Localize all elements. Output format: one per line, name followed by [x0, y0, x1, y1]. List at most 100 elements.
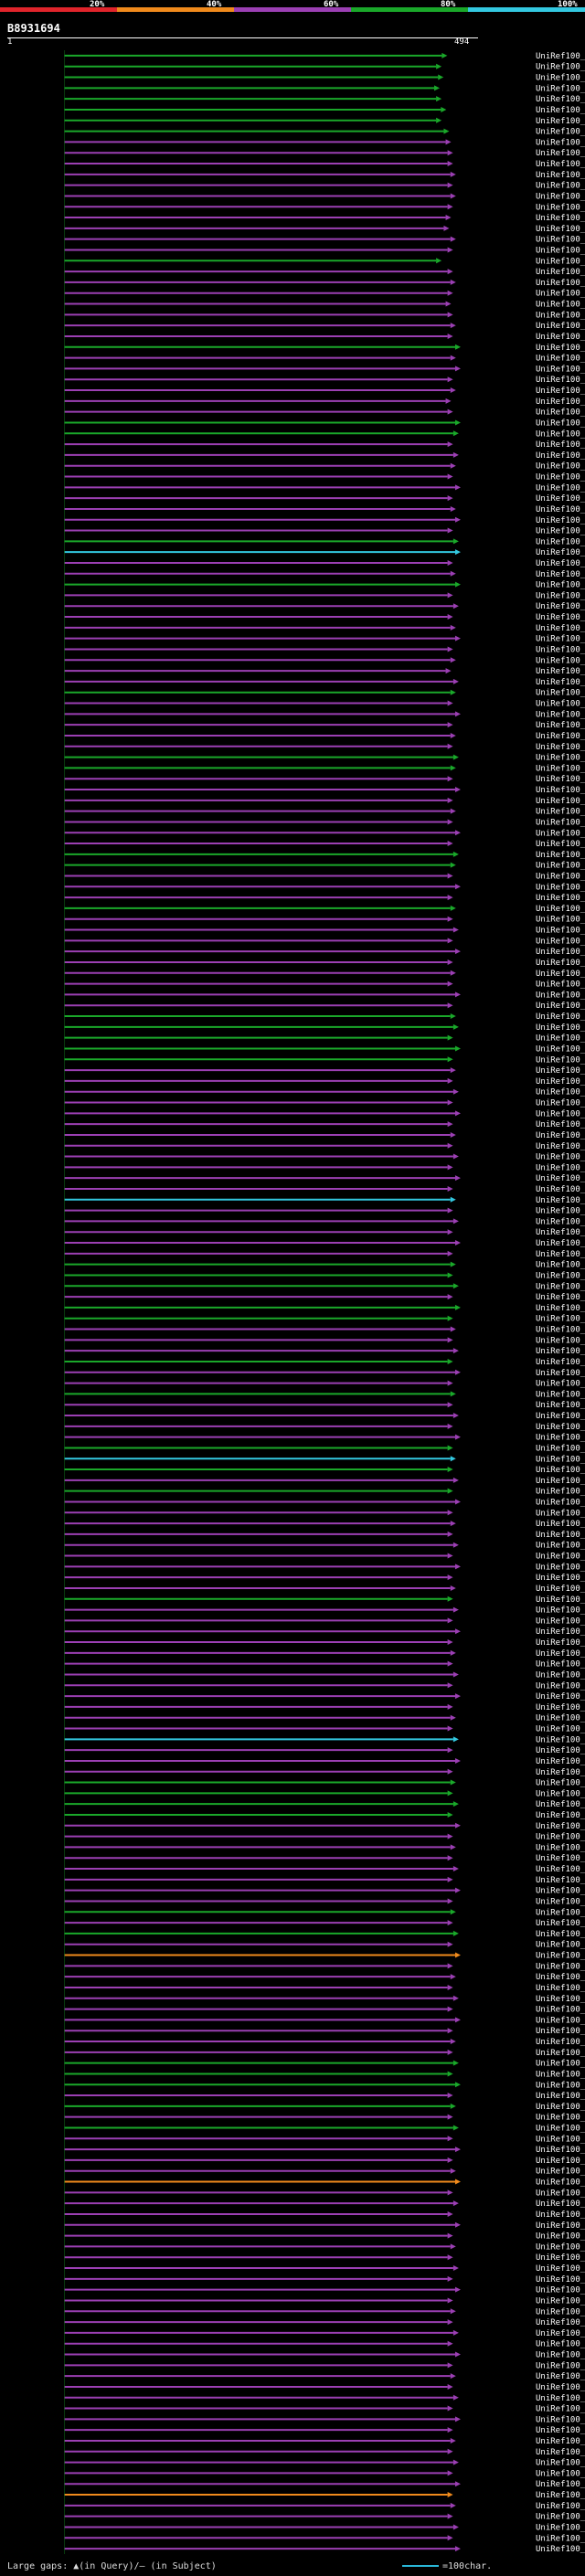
hit-id-label[interactable]: UniRef100_UP1000...	[536, 1380, 585, 1389]
hit-id-label[interactable]: UniRef100_A3Q333	[536, 2502, 585, 2511]
hit-id-label[interactable]: UniRef100_Q0S324	[536, 754, 585, 763]
hit-id-label[interactable]: UniRef100_A9VUY5	[536, 581, 585, 590]
hit-id-label[interactable]: UniRef100_B4YM57	[536, 1854, 585, 1863]
hit-id-label[interactable]: UniRef100_B6SHT2	[536, 214, 585, 223]
hit-id-label[interactable]: UniRef100_A0IES2	[536, 1919, 585, 1928]
hit-id-label[interactable]: UniRef100_B4F1V3	[536, 2178, 585, 2188]
hit-id-label[interactable]: UniRef100_C5V5H6	[536, 1876, 585, 1885]
hit-id-label[interactable]: UniRef100_C6T226	[536, 1217, 585, 1226]
hit-id-label[interactable]: UniRef100_UP1000...	[536, 678, 585, 687]
hit-id-label[interactable]: UniRef100_Q3K0A0	[536, 1908, 585, 1917]
hit-id-label[interactable]: UniRef100_A5EFN6	[536, 1142, 585, 1151]
hit-id-label[interactable]: UniRef100_B9K0G7	[536, 797, 585, 806]
hit-id-label[interactable]: UniRef100_B6BL53	[536, 2351, 585, 2360]
hit-id-label[interactable]: UniRef100_A8HH40	[536, 2459, 585, 2468]
hit-id-label[interactable]: UniRef100_C5YHP3	[536, 505, 585, 514]
hit-id-label[interactable]: UniRef100_Q23825	[536, 1887, 585, 1896]
hit-id-label[interactable]: UniRef100_Q6UE96	[536, 1455, 585, 1464]
hit-id-label[interactable]: UniRef100_UP1000...	[536, 268, 585, 277]
hit-id-label[interactable]: UniRef100_Q3BDP1	[536, 2060, 585, 2069]
hit-id-label[interactable]: UniRef100_UP1000...	[536, 473, 585, 482]
hit-id-label[interactable]: UniRef100_Q3BDN7	[536, 2081, 585, 2090]
hit-id-label[interactable]: UniRef100_Q6KB9	[536, 635, 585, 644]
hit-id-label[interactable]: UniRef100_B916P1	[536, 808, 585, 817]
hit-id-label[interactable]: UniRef100_UP1000...	[536, 602, 585, 611]
hit-id-label[interactable]: UniRef100_Q8LCL8	[536, 160, 585, 169]
hit-id-label[interactable]: UniRef100_Q9FJW3	[536, 290, 585, 299]
hit-id-label[interactable]: UniRef100_B4Y596	[536, 1336, 585, 1345]
hit-id-label[interactable]: UniRef100_C0CDD0	[536, 1757, 585, 1766]
hit-id-label[interactable]: UniRef100_A9GNQ7	[536, 689, 585, 698]
hit-id-label[interactable]: UniRef100_UP1000...	[536, 1434, 585, 1443]
hit-id-label[interactable]: UniRef100_Q3BDP2	[536, 1595, 585, 1605]
hit-id-label[interactable]: UniRef100_Q5GE94	[536, 1034, 585, 1044]
hit-id-label[interactable]: UniRef100_A0CRV7	[536, 2092, 585, 2101]
hit-id-label[interactable]: UniRef100_A2FNG6	[536, 1941, 585, 1950]
hit-id-label[interactable]: UniRef100_B0DMK2	[536, 1423, 585, 1432]
hit-id-label[interactable]: UniRef100_UP1000...	[536, 1660, 585, 1670]
hit-id-label[interactable]: UniRef100_B6T931	[536, 279, 585, 288]
hit-id-label[interactable]: UniRef100_UP1000...	[536, 1066, 585, 1076]
hit-id-label[interactable]: UniRef100_C5DB10	[536, 2318, 585, 2327]
hit-id-label[interactable]: UniRef100_A6Q318	[536, 981, 585, 990]
hit-id-label[interactable]: UniRef100_P05143	[536, 1833, 585, 1842]
hit-id-label[interactable]: UniRef100_UP1000...	[536, 1962, 585, 1971]
hit-id-label[interactable]: UniRef100_A1RY88	[536, 743, 585, 752]
hit-id-label[interactable]: UniRef100_A4UIL3	[536, 591, 585, 600]
hit-id-label[interactable]: UniRef100_A2ED24	[536, 667, 585, 676]
hit-id-label[interactable]: UniRef100_C1GPR0	[536, 1509, 585, 1518]
hit-id-label[interactable]: UniRef100_Q5ZEJ7	[536, 1250, 585, 1259]
hit-id-label[interactable]: UniRef100_UP1000...	[536, 1681, 585, 1691]
hit-id-label[interactable]: UniRef100_A5AL41	[536, 959, 585, 968]
hit-id-label[interactable]: UniRef100_Q8SL54	[536, 1768, 585, 1777]
hit-id-label[interactable]: UniRef100_A6QS19	[536, 559, 585, 568]
hit-id-label[interactable]: UniRef100_C6TLY7	[536, 419, 585, 428]
hit-id-label[interactable]: UniRef100_C5YD10	[536, 483, 585, 493]
hit-id-label[interactable]: UniRef100_Q53337	[536, 1617, 585, 1626]
hit-id-label[interactable]: UniRef100_B6T3N0	[536, 311, 585, 320]
hit-id-label[interactable]: UniRef100_C1GIN4	[536, 2415, 585, 2424]
hit-id-label[interactable]: UniRef100_Q7XYQ5	[536, 537, 585, 546]
hit-id-label[interactable]: UniRef100_Q28649	[536, 1606, 585, 1616]
hit-id-label[interactable]: UniRef100_Q0DU86	[536, 333, 585, 342]
hit-id-label[interactable]: UniRef100_C5MKB6	[536, 1088, 585, 1097]
hit-id-label[interactable]: UniRef100_Q94EQ5	[536, 527, 585, 536]
hit-id-label[interactable]: UniRef100_B4PQZ5	[536, 1099, 585, 1108]
hit-id-label[interactable]: UniRef100_C4PHF2	[536, 1077, 585, 1087]
hit-id-label[interactable]: UniRef100_A5C9F0	[536, 1520, 585, 1529]
hit-id-label[interactable]: UniRef100_Q0D330	[536, 1271, 585, 1280]
hit-id-label[interactable]: UniRef100_Q6LE68	[536, 613, 585, 622]
hit-id-label[interactable]: UniRef100_UP1000...	[536, 2296, 585, 2306]
hit-id-label[interactable]: UniRef100_Q9U7P0	[536, 365, 585, 374]
hit-id-label[interactable]: UniRef100_Q6FDQ7	[536, 1228, 585, 1237]
hit-id-label[interactable]: UniRef100_Q1RX35	[536, 624, 585, 633]
hit-id-label[interactable]: UniRef100_C1GTC1	[536, 2513, 585, 2522]
hit-id-label[interactable]: UniRef100_B8GZN2	[536, 2070, 585, 2079]
hit-id-label[interactable]: UniRef100_B7G8U8	[536, 1779, 585, 1788]
hit-id-label[interactable]: UniRef100_B4Y571	[536, 883, 585, 892]
hit-id-label[interactable]: UniRef100_A2EEE7	[536, 1553, 585, 1562]
hit-id-label[interactable]: UniRef100_UP1000...	[536, 1196, 585, 1205]
hit-id-label[interactable]: UniRef100_A7K7Y1	[536, 1746, 585, 1755]
hit-id-label[interactable]: UniRef100_B4FEM0	[536, 106, 585, 115]
hit-id-label[interactable]: UniRef100_B4F1P1	[536, 225, 585, 234]
hit-id-label[interactable]: UniRef100_C3YRX6	[536, 1703, 585, 1712]
hit-id-label[interactable]: UniRef100_B9RM08	[536, 387, 585, 396]
hit-id-label[interactable]: UniRef100_A9RJ18	[536, 927, 585, 936]
hit-id-label[interactable]: UniRef100_B4LE07	[536, 1401, 585, 1410]
hit-id-label[interactable]: UniRef100_B4NL05	[536, 1293, 585, 1302]
hit-id-label[interactable]: UniRef100_Q9WSB	[536, 2168, 585, 2177]
hit-id-label[interactable]: UniRef100_Q0D327	[536, 1800, 585, 1809]
hit-id-label[interactable]: UniRef100_UP1000...	[536, 462, 585, 472]
hit-id-label[interactable]: UniRef100_Q1DWE3	[536, 1002, 585, 1011]
hit-id-label[interactable]: UniRef100_Q0D322	[536, 1120, 585, 1129]
hit-id-label[interactable]: UniRef100_P72Y61	[536, 991, 585, 1000]
hit-id-label[interactable]: UniRef100_C7FBW6	[536, 1109, 585, 1118]
hit-id-label[interactable]: UniRef100_C4R4X2	[536, 257, 585, 266]
hit-id-label[interactable]: UniRef100_Q0S354	[536, 1207, 585, 1216]
hit-id-label[interactable]: UniRef100_P37705	[536, 2437, 585, 2446]
hit-id-label[interactable]: UniRef100_Q9LFQ9	[536, 2157, 585, 2166]
hit-id-label[interactable]: UniRef100_UP1000...	[536, 1670, 585, 1680]
hit-id-label[interactable]: UniRef100_A6QS03	[536, 1163, 585, 1172]
hit-id-label[interactable]: UniRef100_A0PVC4	[536, 2038, 585, 2047]
